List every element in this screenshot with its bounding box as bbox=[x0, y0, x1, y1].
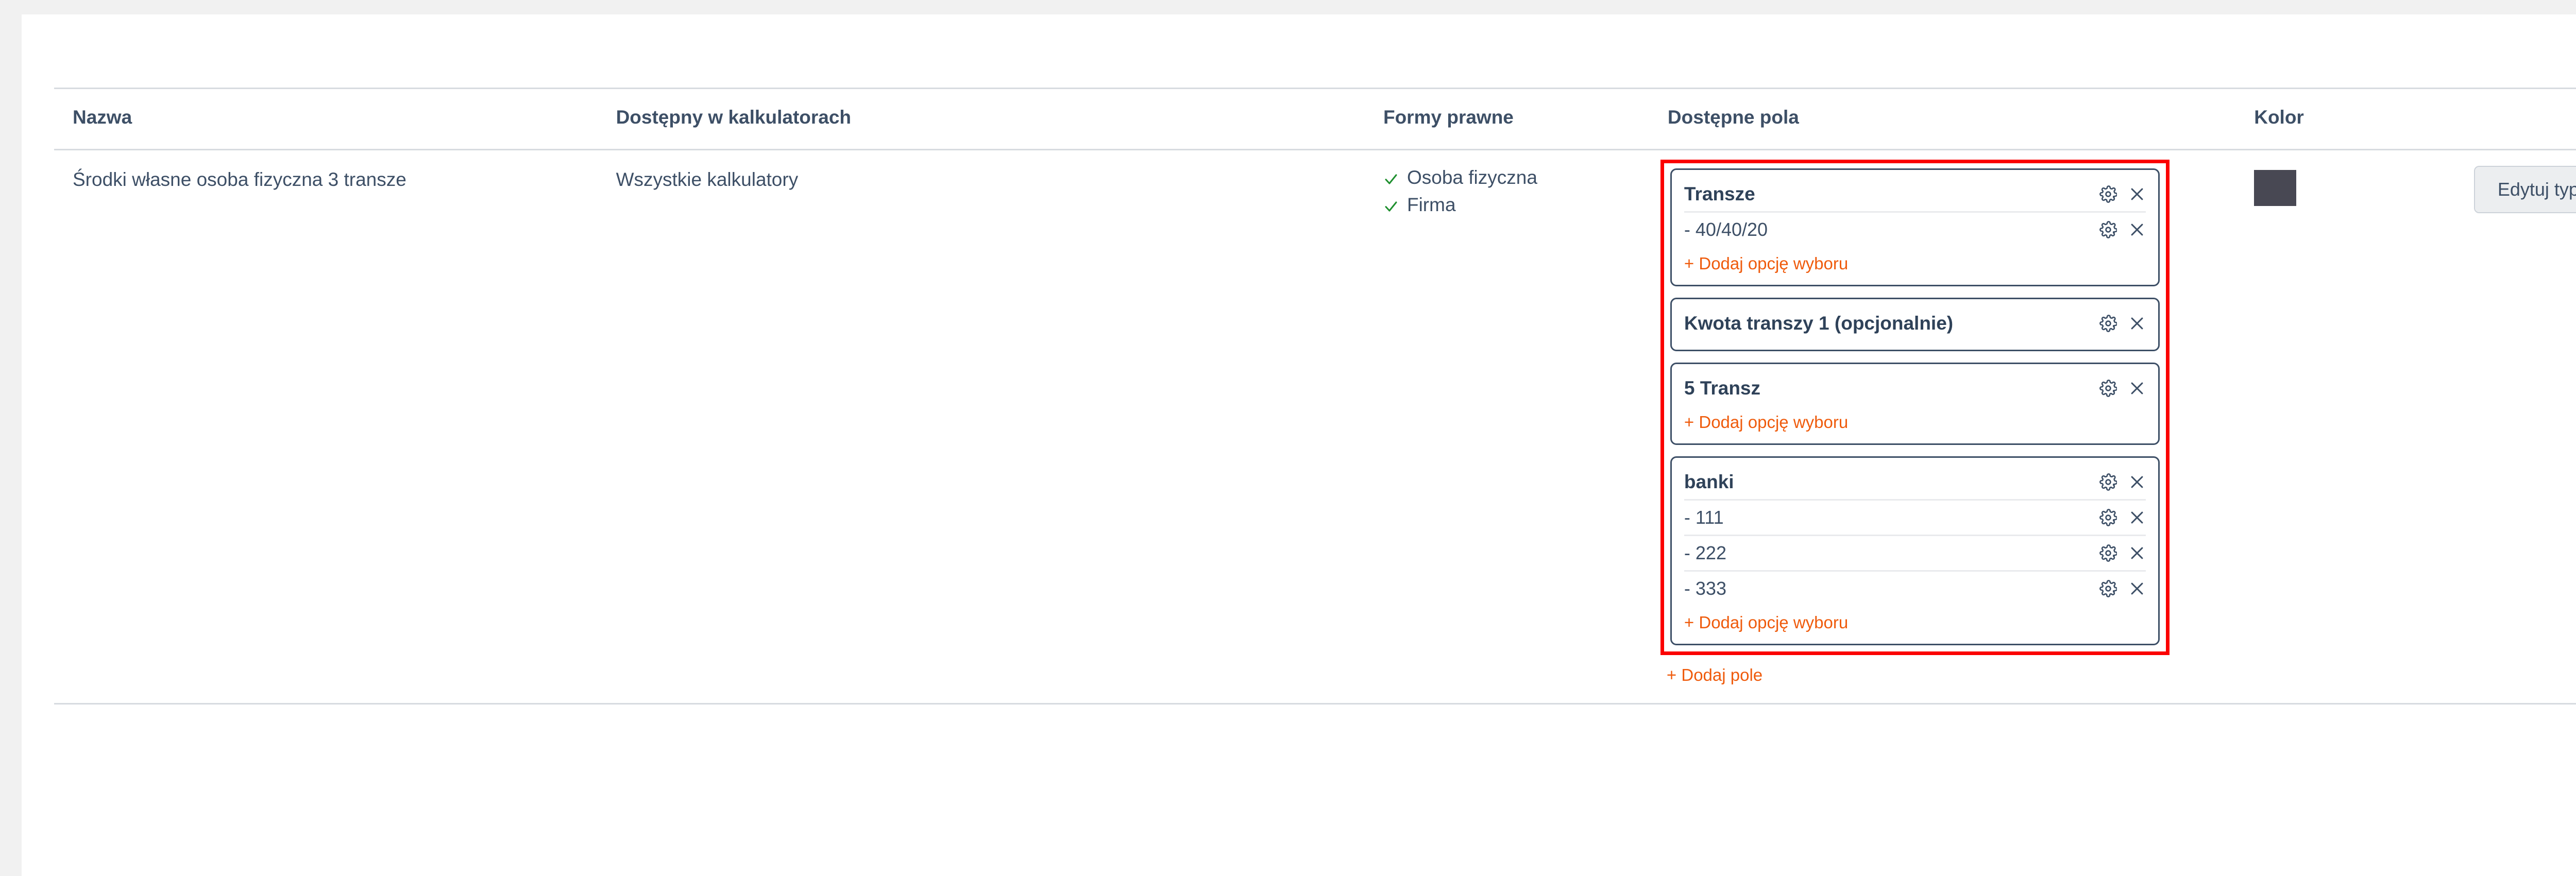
column-header-formy-prawne: Formy prawne bbox=[1383, 88, 1668, 150]
field-title: 5 Transz bbox=[1684, 377, 1760, 399]
close-icon[interactable] bbox=[2128, 380, 2146, 397]
gear-icon[interactable] bbox=[2099, 315, 2117, 332]
add-option-link[interactable]: + Dodaj opcję wyboru bbox=[1684, 613, 1849, 632]
field-actions bbox=[2099, 315, 2146, 332]
field-card: Transze - 40/40/20 + Dodaj opcję wyboru bbox=[1670, 168, 2160, 286]
contract-types-table: Nazwa Dostępny w kalkulatorach Formy pra… bbox=[54, 88, 2576, 705]
cell-formy-prawne: Osoba fizyczna Firma bbox=[1383, 149, 1668, 705]
field-title: Transze bbox=[1684, 183, 1755, 204]
field-card: Kwota transzy 1 (opcjonalnie) bbox=[1670, 298, 2160, 351]
gear-icon[interactable] bbox=[2099, 509, 2117, 526]
field-option-row: - 222 bbox=[1684, 536, 2146, 572]
legal-form-label: Firma bbox=[1406, 194, 1456, 215]
close-icon[interactable] bbox=[2128, 473, 2146, 491]
cell-dostepne-pola: Transze - 40/40/20 + Dodaj opcję wyboru Kwo… bbox=[1660, 149, 2255, 705]
color-swatch[interactable] bbox=[2254, 170, 2297, 206]
legal-forms-list: Osoba fizyczna Firma bbox=[1383, 167, 1668, 216]
add-option-link[interactable]: + Dodaj opcję wyboru bbox=[1684, 254, 1849, 273]
column-header-kolor: Kolor bbox=[2254, 88, 2474, 150]
column-header-dostepne-pola: Dostępne pola bbox=[1667, 88, 2255, 150]
field-card: 5 Transz + Dodaj opcję wyboru bbox=[1670, 363, 2160, 445]
column-header-nazwa: Nazwa bbox=[54, 88, 616, 150]
legal-form-item: Osoba fizyczna bbox=[1383, 167, 1668, 189]
field-option-row: - 333 bbox=[1684, 572, 2146, 606]
close-icon[interactable] bbox=[2128, 509, 2146, 526]
check-icon bbox=[1383, 197, 1399, 213]
field-title: banki bbox=[1684, 471, 1734, 492]
cell-kalkulatory: Wszystkie kalkulatory bbox=[616, 149, 1383, 705]
field-option-label: - 111 bbox=[1684, 507, 1724, 528]
option-actions bbox=[2099, 544, 2146, 562]
cell-actions: Edytuj typ umowy bbox=[2473, 149, 2576, 705]
gear-icon[interactable] bbox=[2099, 380, 2117, 397]
column-header-actions bbox=[2473, 88, 2576, 150]
edit-contract-type-button-group: Edytuj typ umowy bbox=[2473, 166, 2576, 213]
cell-kolor bbox=[2254, 149, 2474, 705]
content-card: Nazwa Dostępny w kalkulatorach Formy pra… bbox=[22, 14, 2576, 876]
field-option-label: - 333 bbox=[1684, 578, 1726, 599]
field-option-label: - 40/40/20 bbox=[1684, 219, 1768, 240]
legal-form-item: Firma bbox=[1383, 194, 1668, 216]
legal-form-label: Osoba fizyczna bbox=[1406, 167, 1537, 188]
field-title: Kwota transzy 1 (opcjonalnie) bbox=[1684, 313, 1954, 334]
field-card: banki - 111 - 222 - 333 + Dodaj opcję wyboru bbox=[1670, 456, 2160, 645]
close-icon[interactable] bbox=[2128, 544, 2146, 562]
add-field-link[interactable]: + Dodaj pole bbox=[1666, 665, 1763, 684]
gear-icon[interactable] bbox=[2099, 544, 2117, 562]
field-actions bbox=[2099, 380, 2146, 397]
contract-type-name: Środki własne osoba fizyczna 3 transze bbox=[73, 169, 406, 190]
close-icon[interactable] bbox=[2128, 221, 2146, 238]
table-row: Środki własne osoba fizyczna 3 transze W… bbox=[54, 149, 2576, 705]
gear-icon[interactable] bbox=[2099, 185, 2117, 203]
field-title-row: Transze bbox=[1684, 177, 2146, 213]
field-actions bbox=[2099, 185, 2146, 203]
table-body: Środki własne osoba fizyczna 3 transze W… bbox=[54, 149, 2576, 705]
field-option-label: - 222 bbox=[1684, 542, 1726, 563]
close-icon[interactable] bbox=[2128, 315, 2146, 332]
available-fields-list: Transze - 40/40/20 + Dodaj opcję wyboru Kwo… bbox=[1670, 168, 2160, 645]
gear-icon[interactable] bbox=[2099, 580, 2117, 597]
close-icon[interactable] bbox=[2128, 185, 2146, 203]
option-actions bbox=[2099, 509, 2146, 526]
field-title-row: 5 Transz bbox=[1684, 371, 2146, 405]
table-header: Nazwa Dostępny w kalkulatorach Formy pra… bbox=[54, 88, 2576, 150]
close-icon[interactable] bbox=[2128, 580, 2146, 597]
calculators-value: Wszystkie kalkulatory bbox=[616, 169, 799, 190]
field-title-row: Kwota transzy 1 (opcjonalnie) bbox=[1684, 306, 2146, 340]
field-actions bbox=[2099, 473, 2146, 491]
option-actions bbox=[2099, 221, 2146, 238]
field-option-row: - 111 bbox=[1684, 501, 2146, 536]
table-header-row: Nazwa Dostępny w kalkulatorach Formy pra… bbox=[54, 88, 2576, 150]
field-option-row: - 40/40/20 bbox=[1684, 213, 2146, 247]
edit-contract-type-button[interactable]: Edytuj typ umowy bbox=[2475, 167, 2576, 212]
option-actions bbox=[2099, 580, 2146, 597]
gear-icon[interactable] bbox=[2099, 221, 2117, 238]
cell-nazwa: Środki własne osoba fizyczna 3 transze bbox=[54, 149, 616, 705]
gear-icon[interactable] bbox=[2099, 473, 2117, 491]
add-option-link[interactable]: + Dodaj opcję wyboru bbox=[1684, 413, 1849, 432]
check-icon bbox=[1383, 170, 1399, 185]
available-fields-highlight: Transze - 40/40/20 + Dodaj opcję wyboru Kwo… bbox=[1660, 160, 2170, 655]
field-title-row: banki bbox=[1684, 465, 2146, 501]
column-header-kalkulatory: Dostępny w kalkulatorach bbox=[616, 88, 1383, 150]
